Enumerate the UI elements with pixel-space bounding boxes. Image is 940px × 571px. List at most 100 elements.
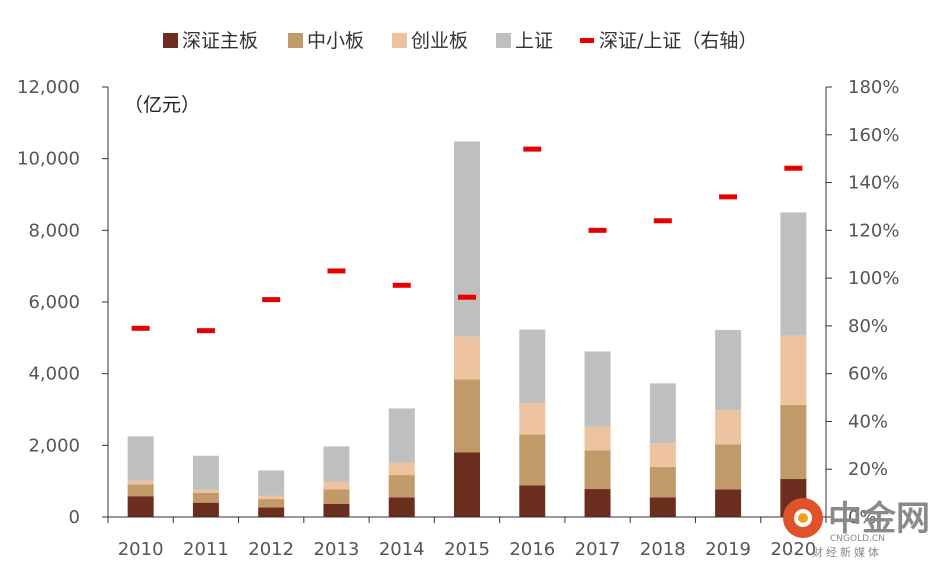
left-tick-label-6: 12,000 [17,77,80,98]
ratio-marker-2012 [262,297,281,303]
legend-swatch-2 [288,33,303,48]
ratio-marker-2010 [131,325,150,331]
bar-2016-series-3 [519,403,546,435]
bar-2010-series-1 [127,496,154,517]
bar-2018-series-2 [649,466,676,498]
bar-2019-series-2 [715,444,742,490]
ratio-marker-layer [131,146,803,334]
bar-2015-series-4 [454,141,480,337]
bar-2010-series-3 [127,480,154,485]
bar-2018-series-3 [649,443,676,467]
right-tick-label-7: 140% [848,173,899,194]
x-tick-label-2017: 2017 [575,539,621,560]
bar-2013-series-1 [323,503,350,517]
right-tick-label-4: 80% [848,316,888,337]
bar-2013-series-4 [323,446,350,482]
legend-label-5: 深证/上证（右轴） [599,30,757,52]
x-tick-label-2019: 2019 [705,539,751,560]
bar-2014-series-2 [388,475,415,498]
bar-2015-series-3 [454,336,480,380]
right-tick-label-9: 180% [848,77,899,98]
axes: 0 2,000 4,000 6,000 8,000 10,000 12,000 0% 20% 40… [17,77,899,560]
cngold-watermark: 中金网 CNGOLD.CN 财经新媒体 [783,498,930,559]
left-tick-label-5: 10,000 [17,149,80,170]
bar-2013-series-3 [323,481,350,490]
bar-2014-series-4 [388,408,415,463]
bar-2017-series-2 [584,450,611,490]
x-tick-label-2011: 2011 [183,539,229,560]
ratio-marker-2017 [588,227,607,233]
bar-2012-series-3 [258,495,285,500]
cngold-logo-core-icon [798,513,808,523]
right-tick-label-0: 0% [848,507,877,528]
x-tick-label-2010: 2010 [118,539,164,560]
bar-2011-series-1 [192,502,219,517]
bar-2015-series-1 [454,452,480,517]
right-tick-label-3: 60% [848,364,888,385]
bar-2019-series-1 [715,489,742,517]
left-tick-label-2: 4,000 [28,364,80,385]
bar-2010-series-4 [127,436,154,481]
bar-2020-series-4 [780,212,807,336]
x-tick-label-2012: 2012 [248,539,294,560]
bar-2020-series-2 [780,404,807,480]
bar-2016-series-1 [519,485,546,517]
legend-swatch-4 [496,33,511,48]
bar-2017-series-3 [584,426,611,451]
bar-2015-series-2 [454,379,480,453]
ratio-marker-2020 [784,165,803,171]
x-tick-label-2018: 2018 [640,539,686,560]
left-tick-label-3: 6,000 [28,292,80,313]
x-tick-label-2016: 2016 [509,539,555,560]
ratio-marker-2016 [523,146,542,152]
bar-2018-series-1 [649,497,676,517]
legend-label-2: 中小板 [307,30,364,52]
right-tick-label-8: 160% [848,125,899,146]
ratio-marker-2014 [392,282,411,288]
ratio-marker-2018 [653,218,672,224]
bar-2016-series-4 [519,329,546,404]
bar-2018-series-4 [649,383,676,444]
x-tick-label-2015: 2015 [444,539,490,560]
watermark-text-sub: 财经新媒体 [812,545,882,559]
x-tick-label-2013: 2013 [314,539,360,560]
bar-layer [127,141,807,517]
bar-2020-series-3 [780,335,807,405]
left-axis-unit-label: （亿元） [124,94,200,116]
left-tick-label-0: 0 [69,507,80,528]
bar-2011-series-2 [192,492,219,503]
right-tick-label-6: 120% [848,220,899,241]
bar-2012-series-4 [258,470,285,496]
legend-label-4: 上证 [515,30,553,52]
bar-2016-series-2 [519,434,546,486]
legend-swatch-5 [580,38,594,43]
bar-2012-series-2 [258,499,285,508]
legend-swatch-3 [392,33,407,48]
bar-2014-series-3 [388,462,415,476]
left-tick-label-4: 8,000 [28,220,80,241]
bar-2017-series-4 [584,351,611,427]
ratio-marker-2015 [458,294,476,300]
legend-label-1: 深证主板 [182,30,258,52]
chart-legend: 深证主板 中小板 创业板 上证 深证/上证（右轴） [163,30,757,52]
legend-swatch-1 [163,33,178,48]
right-tick-label-2: 40% [848,411,888,432]
bar-2019-series-3 [715,410,742,445]
watermark-text-en: CNGOLD.CN [830,534,885,544]
right-tick-label-5: 100% [848,268,899,289]
x-tick-label-2020: 2020 [770,539,816,560]
watermark-text-cn: 中金网 [828,499,930,539]
left-tick-label-1: 2,000 [28,435,80,456]
bar-2010-series-2 [127,484,154,497]
bar-2011-series-4 [192,455,219,490]
bar-2019-series-4 [715,329,742,411]
ratio-marker-2011 [196,328,215,334]
right-tick-label-1: 20% [848,459,888,480]
bar-2017-series-1 [584,489,611,517]
ratio-marker-2019 [719,194,738,200]
bar-2013-series-2 [323,489,350,504]
bar-2014-series-1 [388,497,415,517]
bar-2012-series-1 [258,507,285,517]
ratio-marker-2013 [327,268,346,274]
